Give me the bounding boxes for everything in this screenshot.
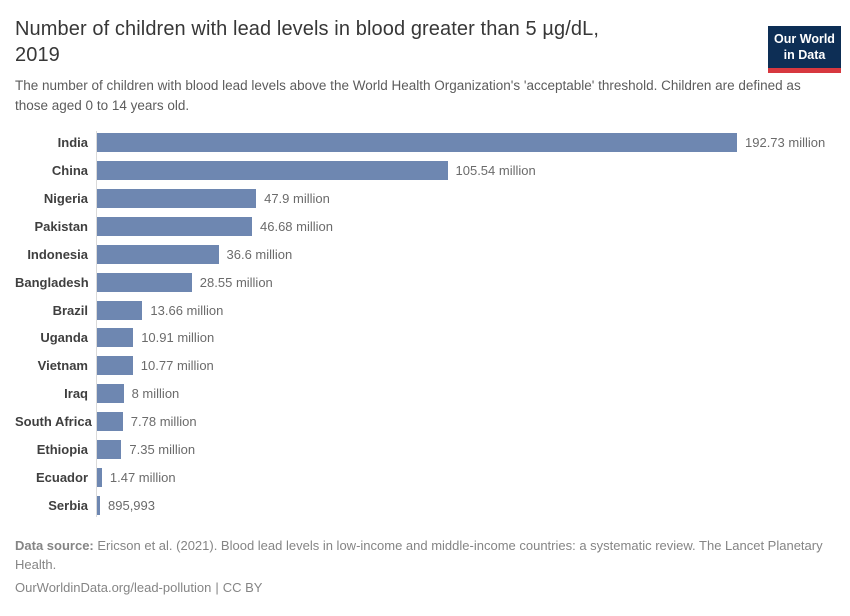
bar[interactable]: [97, 272, 192, 292]
country-label[interactable]: Serbia: [48, 497, 88, 513]
owid-logo-text: Our World in Data: [768, 26, 841, 68]
bar[interactable]: [97, 439, 122, 459]
footer-link[interactable]: OurWorldinData.org/lead-pollution: [15, 580, 212, 596]
country-label[interactable]: Ethiopia: [36, 441, 88, 457]
country-label[interactable]: Iraq: [64, 386, 88, 402]
data-source-text: Ericson et al. (2021). Blood lead levels…: [15, 538, 823, 573]
chart-row: Vietnam 10.77 million: [15, 352, 835, 380]
bar-chart: India 192.73 million China 105.54 million Ni…: [15, 129, 835, 519]
chart-row: Ecuador 1.47 million: [15, 463, 835, 491]
chart-row: Serbia 895,993: [15, 491, 835, 519]
title-line1: Number of children with lead levels in b…: [15, 18, 600, 40]
country-label[interactable]: Brazil: [52, 302, 88, 318]
value-label: 1.47 million: [109, 469, 176, 485]
chart-axis-line: [96, 131, 97, 518]
license-label: CC BY: [222, 580, 263, 596]
chart-row: Ethiopia 7.35 million: [15, 435, 835, 463]
country-label[interactable]: Bangladesh: [15, 274, 89, 290]
value-label: 28.55 million: [199, 274, 273, 290]
chart-row: South Africa 7.78 million: [15, 408, 835, 436]
country-label[interactable]: Pakistan: [34, 219, 88, 234]
chart-page: Our World in Data Number of children wit…: [0, 16, 850, 616]
country-label[interactable]: South Africa: [15, 414, 92, 430]
chart-subtitle: The number of children with blood lead l…: [15, 78, 801, 113]
bar[interactable]: [97, 328, 134, 348]
chart-row: Iraq 8 million: [15, 380, 835, 408]
value-label: 7.35 million: [129, 441, 196, 457]
value-label: 10.77 million: [140, 358, 214, 374]
footer-link-line: OurWorldinData.org/lead-pollution | CC BY: [15, 578, 827, 597]
chart-row: Brazil 13.66 million: [15, 296, 835, 324]
bar[interactable]: [97, 133, 737, 153]
value-label: 10.91 million: [141, 330, 215, 346]
bar[interactable]: [97, 161, 448, 181]
bar[interactable]: [97, 189, 257, 209]
data-source-label: Data source:: [15, 538, 94, 554]
page-title: Number of children with lead levels in b…: [15, 16, 745, 68]
bar[interactable]: [97, 356, 133, 376]
chart-row: Pakistan 46.68 million: [15, 213, 835, 241]
country-label[interactable]: Nigeria: [43, 191, 88, 207]
value-label: 36.6 million: [226, 246, 293, 262]
bar[interactable]: [97, 244, 219, 264]
chart-footer: Data source: Ericson et al. (2021). Bloo…: [15, 536, 827, 597]
bar[interactable]: [97, 467, 102, 487]
value-label: 105.54 million: [455, 163, 536, 179]
footer-separator: |: [215, 580, 219, 596]
footer-source: Data source: Ericson et al. (2021). Bloo…: [15, 536, 827, 574]
bar[interactable]: [97, 412, 123, 432]
bar[interactable]: [97, 495, 100, 515]
bar[interactable]: [97, 384, 124, 404]
chart-row: Nigeria 47.9 million: [15, 185, 835, 213]
value-label: 895,993: [108, 497, 155, 513]
country-label[interactable]: China: [51, 163, 88, 179]
country-label[interactable]: Vietnam: [37, 358, 88, 374]
title-line2: 2019: [15, 44, 60, 66]
bar[interactable]: [97, 300, 143, 320]
bar[interactable]: [97, 217, 252, 236]
value-label: 46.68 million: [260, 219, 333, 234]
country-label[interactable]: Uganda: [40, 330, 88, 346]
country-label[interactable]: Ecuador: [35, 469, 88, 485]
owid-logo[interactable]: Our World in Data: [768, 26, 841, 73]
chart-row: Indonesia 36.6 million: [15, 240, 835, 268]
country-label[interactable]: Indonesia: [27, 246, 88, 262]
logo-red-stripe: [768, 68, 841, 73]
country-label[interactable]: India: [57, 135, 88, 151]
value-label: 192.73 million: [745, 135, 826, 151]
value-label: 7.78 million: [130, 414, 197, 430]
value-label: 13.66 million: [150, 302, 224, 318]
chart-row: Bangladesh 28.55 million: [15, 268, 835, 296]
value-label: 47.9 million: [264, 191, 330, 207]
chart-row: China 105.54 million: [15, 157, 835, 185]
value-label: 8 million: [131, 386, 180, 402]
chart-row: Uganda 10.91 million: [15, 324, 835, 352]
chart-row: India 192.73 million: [15, 129, 835, 157]
